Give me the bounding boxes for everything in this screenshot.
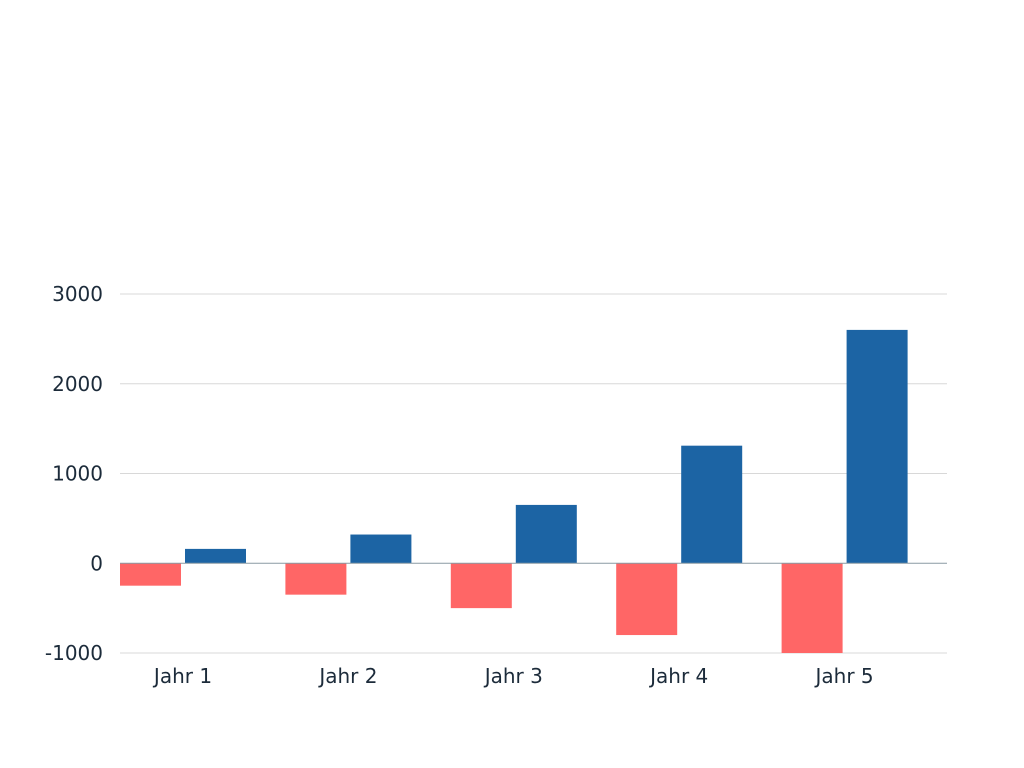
x-tick-label: Jahr 3 <box>483 664 543 688</box>
bar-series-1 <box>120 563 181 586</box>
y-axis-labels: 3000 2000 1000 0 -1000 <box>45 282 103 665</box>
y-tick-label: 1000 <box>52 462 103 486</box>
bar-series-1 <box>616 563 678 636</box>
y-tick-label: 3000 <box>52 282 103 306</box>
y-tick-label: 2000 <box>52 372 103 396</box>
x-tick-label: Jahr 1 <box>152 664 212 688</box>
x-tick-label: Jahr 2 <box>317 664 377 688</box>
bar-series-2 <box>515 504 577 564</box>
bar-series-2 <box>681 445 743 564</box>
bar-series-2 <box>185 548 246 564</box>
y-tick-label: -1000 <box>45 641 103 665</box>
bar-series-2 <box>846 329 908 564</box>
bar-series-1 <box>781 563 843 653</box>
bars <box>120 329 908 653</box>
y-tick-label: 0 <box>90 551 103 575</box>
bar-series-1 <box>285 563 347 595</box>
bar-series-2 <box>350 534 412 564</box>
bar-series-1 <box>450 563 512 609</box>
x-tick-label: Jahr 4 <box>648 664 708 688</box>
x-axis-labels: Jahr 1 Jahr 2 Jahr 3 Jahr 4 Jahr 5 <box>152 664 874 688</box>
x-tick-label: Jahr 5 <box>814 664 874 688</box>
